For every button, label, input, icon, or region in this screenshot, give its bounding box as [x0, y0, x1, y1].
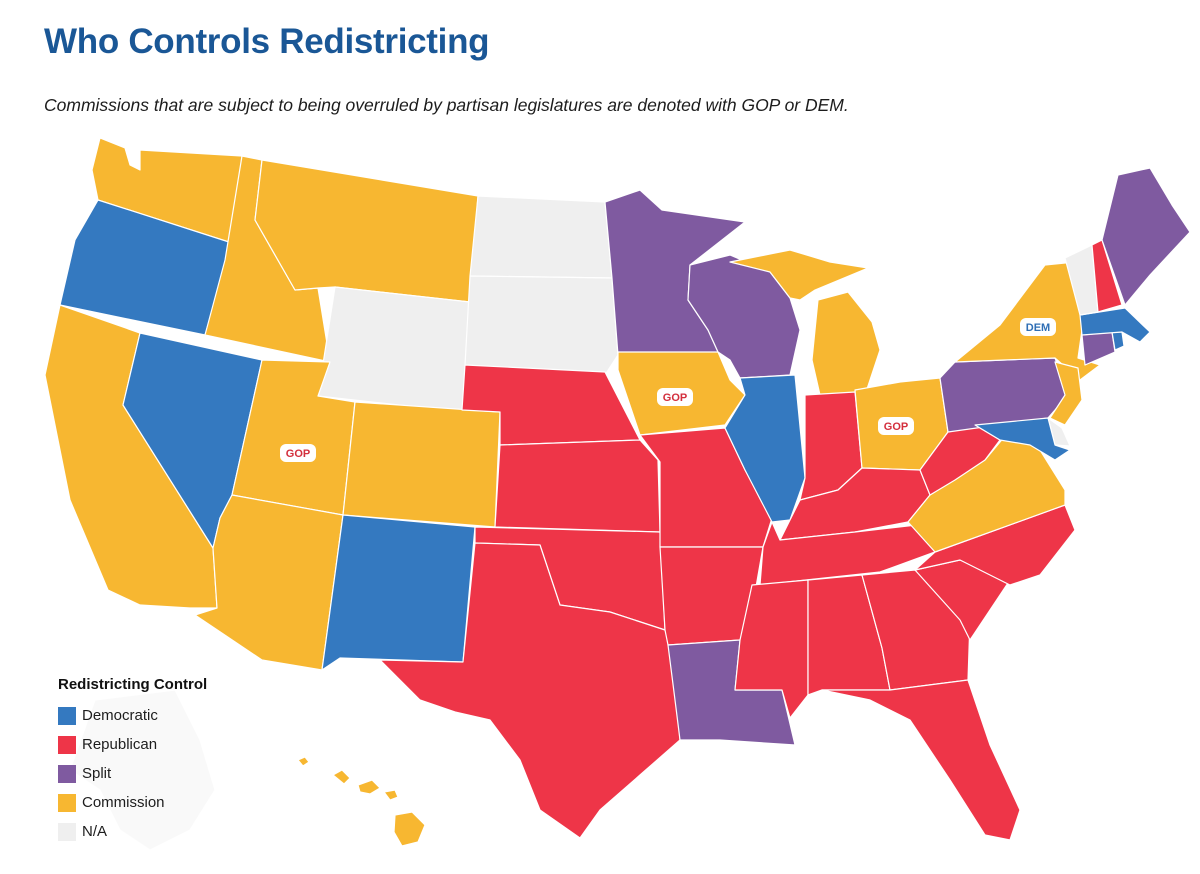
legend-item-republican: Republican: [58, 730, 207, 759]
map-subtitle: Commissions that are subject to being ov…: [44, 95, 849, 115]
legend-title: Redistricting Control: [58, 676, 208, 693]
legend-label: N/A: [82, 823, 108, 840]
state-ME[interactable]: [1101, 167, 1191, 306]
state-MI[interactable]: [729, 249, 881, 396]
legend-swatch: [58, 793, 76, 812]
state-WA[interactable]: [91, 137, 243, 244]
legend-label: Republican: [82, 736, 158, 753]
state-SD[interactable]: [464, 275, 619, 376]
state-AK[interactable]: [69, 689, 216, 851]
state-NJ[interactable]: [1049, 361, 1083, 426]
state-KS[interactable]: [494, 439, 661, 533]
legend-label: Commission: [82, 794, 165, 811]
state-MA[interactable]: [1079, 307, 1151, 343]
annotation-label-ia: GOP: [663, 392, 687, 404]
annotation-badges: GOP GOP GOP DEM: [280, 318, 1056, 462]
legend-swatch: [58, 735, 76, 754]
state-FL[interactable]: [821, 679, 1021, 841]
annotation-badge-oh: [878, 417, 914, 435]
state-NH[interactable]: [1091, 239, 1123, 313]
legend-item-split: Split: [58, 759, 207, 788]
annotation-label-ny: DEM: [1026, 322, 1050, 334]
legend: Redistricting Control Democratic Republi…: [58, 676, 207, 846]
annotation-label-oh: GOP: [884, 421, 908, 433]
legend-item-democratic: Democratic: [58, 701, 207, 730]
annotation-badge-ny: [1020, 318, 1056, 336]
state-NM[interactable]: [321, 514, 476, 671]
legend-item-commission: Commission: [58, 788, 207, 817]
state-NC[interactable]: [914, 504, 1076, 586]
state-HI[interactable]: [297, 756, 426, 847]
legend-label: Democratic: [82, 707, 158, 724]
legend-label: Split: [82, 765, 112, 782]
annotation-badge-ia: [657, 388, 693, 406]
legend-swatch: [58, 706, 76, 725]
state-WY[interactable]: [317, 286, 471, 413]
state-CT[interactable]: [1081, 331, 1116, 366]
map-title: Who Controls Redistricting: [44, 22, 490, 61]
state-CO[interactable]: [342, 401, 501, 528]
annotation-label-ut: GOP: [286, 448, 310, 460]
state-OR[interactable]: [59, 199, 233, 336]
legend-item-na: N/A: [58, 817, 207, 846]
state-TX[interactable]: [379, 542, 681, 839]
state-ND[interactable]: [469, 195, 613, 279]
annotation-badge-ut: [280, 444, 316, 462]
legend-swatch: [58, 764, 76, 783]
state-MD[interactable]: [974, 417, 1071, 461]
legend-swatch: [58, 822, 76, 841]
